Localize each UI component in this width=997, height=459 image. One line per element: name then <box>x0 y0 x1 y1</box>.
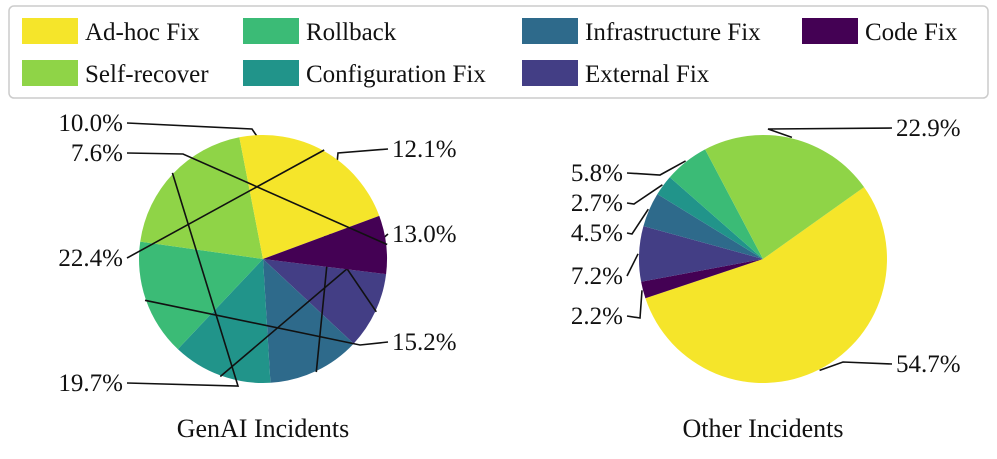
leader-line <box>626 290 643 319</box>
slice-label-rollback: 5.8% <box>571 160 623 187</box>
slice-label-infrastructure-fix: 12.1% <box>392 136 457 163</box>
slice-label-rollback: 15.2% <box>392 329 457 356</box>
legend-label-rollback: Rollback <box>306 19 397 46</box>
slice-self-recover <box>140 137 263 259</box>
slice-self-recover <box>705 134 865 259</box>
slice-ad-hoc-fix <box>645 187 887 383</box>
legend-label-code-fix: Code Fix <box>865 19 958 46</box>
slice-label-ad-hoc-fix: 54.7% <box>896 351 961 378</box>
legend-entry-rollback: Rollback <box>243 18 397 46</box>
slice-label-infrastructure-fix: 4.5% <box>571 220 623 247</box>
leader-line <box>626 208 649 235</box>
leader-line <box>819 361 893 372</box>
legend-label-ad-hoc-fix: Ad-hoc Fix <box>85 19 200 46</box>
legend-swatch-infrastructure-fix <box>522 18 578 44</box>
legend-entry-external-fix: External Fix <box>522 60 710 88</box>
chart-title: Other Incidents <box>682 414 843 443</box>
legend-swatch-code-fix <box>802 18 858 44</box>
slice-label-configuration-fix: 13.0% <box>392 221 457 248</box>
legend-entry-ad-hoc-fix: Ad-hoc Fix <box>22 18 200 46</box>
slice-label-code-fix: 2.2% <box>571 303 623 330</box>
leader-line <box>126 149 325 259</box>
slice-code-fix <box>641 259 763 299</box>
pie-genai-incidents: 10.0% 12.1% 13.0% 15.2% 19.7% 22.4% 7.6% GenAI … <box>58 110 456 443</box>
slice-rollback <box>669 149 763 259</box>
leader-line <box>626 253 639 277</box>
leader-line <box>626 184 663 205</box>
slice-configuration-fix <box>657 177 763 259</box>
slice-label-ad-hoc-fix: 22.4% <box>58 245 123 272</box>
legend-swatch-rollback <box>243 18 299 44</box>
slice-infrastructure-fix <box>643 194 763 259</box>
slice-label-external-fix: 10.0% <box>58 110 123 137</box>
legend-label-configuration-fix: Configuration Fix <box>306 61 486 88</box>
leader-line <box>626 160 686 176</box>
leader-line <box>767 127 893 139</box>
legend-label-external-fix: External Fix <box>585 61 710 88</box>
slice-infrastructure-fix <box>263 259 354 383</box>
legend-label-self-recover: Self-recover <box>85 61 209 88</box>
pie-charts: 10.0% 12.1% 13.0% 15.2% 19.7% 22.4% 7.6% GenAI … <box>58 110 960 443</box>
legend-swatch-external-fix <box>522 60 578 86</box>
chart-title: GenAI Incidents <box>177 414 350 443</box>
legend-swatch-self-recover <box>22 60 78 86</box>
slice-label-external-fix: 7.2% <box>571 263 623 290</box>
legend-swatch-configuration-fix <box>243 60 299 86</box>
leader-line <box>126 152 388 246</box>
slice-label-self-recover: 22.9% <box>896 115 961 142</box>
slice-label-self-recover: 19.7% <box>58 370 123 397</box>
slice-rollback <box>138 241 263 350</box>
legend-entry-configuration-fix: Configuration Fix <box>243 60 486 88</box>
leader-line <box>315 148 389 373</box>
legend-swatch-ad-hoc-fix <box>22 18 78 44</box>
slice-ad-hoc-fix <box>239 135 380 259</box>
slice-label-code-fix: 7.6% <box>71 140 123 167</box>
pie-other-incidents: 54.7% 2.2% 7.2% 4.5% 2.7% 5.8% 22.9% Other Inci… <box>571 115 961 443</box>
legend-entry-code-fix: Code Fix <box>802 18 958 46</box>
slice-configuration-fix <box>177 259 271 384</box>
legend-label-infrastructure-fix: Infrastructure Fix <box>585 19 761 46</box>
legend: Ad-hoc Fix Rollback Infrastructure Fix Code… <box>8 5 989 99</box>
leader-line <box>126 172 240 387</box>
legend-entry-self-recover: Self-recover <box>22 60 209 88</box>
slice-external-fix <box>639 226 763 282</box>
legend-entry-infrastructure-fix: Infrastructure Fix <box>522 18 761 46</box>
slice-label-configuration-fix: 2.7% <box>571 190 623 217</box>
